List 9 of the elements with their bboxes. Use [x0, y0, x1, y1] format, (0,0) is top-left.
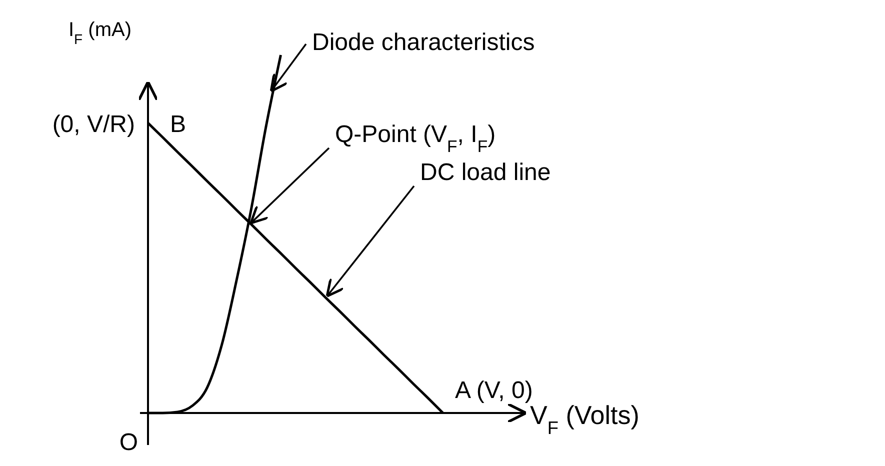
- annotation: B: [170, 111, 186, 138]
- annotation: Q-Point (V$_{F}$, I$_{F}$): [335, 121, 496, 156]
- text: (0, V/R): [52, 111, 135, 138]
- text: O: [119, 429, 138, 456]
- annotation: DC load line: [420, 159, 551, 186]
- y-axis-title: I$_{F}$ (mA): [68, 19, 132, 47]
- x-axis-title: V$_{F}$ (Volts): [530, 400, 640, 438]
- text: A (V, 0): [455, 377, 533, 404]
- annotation: Diode characteristics: [312, 29, 535, 56]
